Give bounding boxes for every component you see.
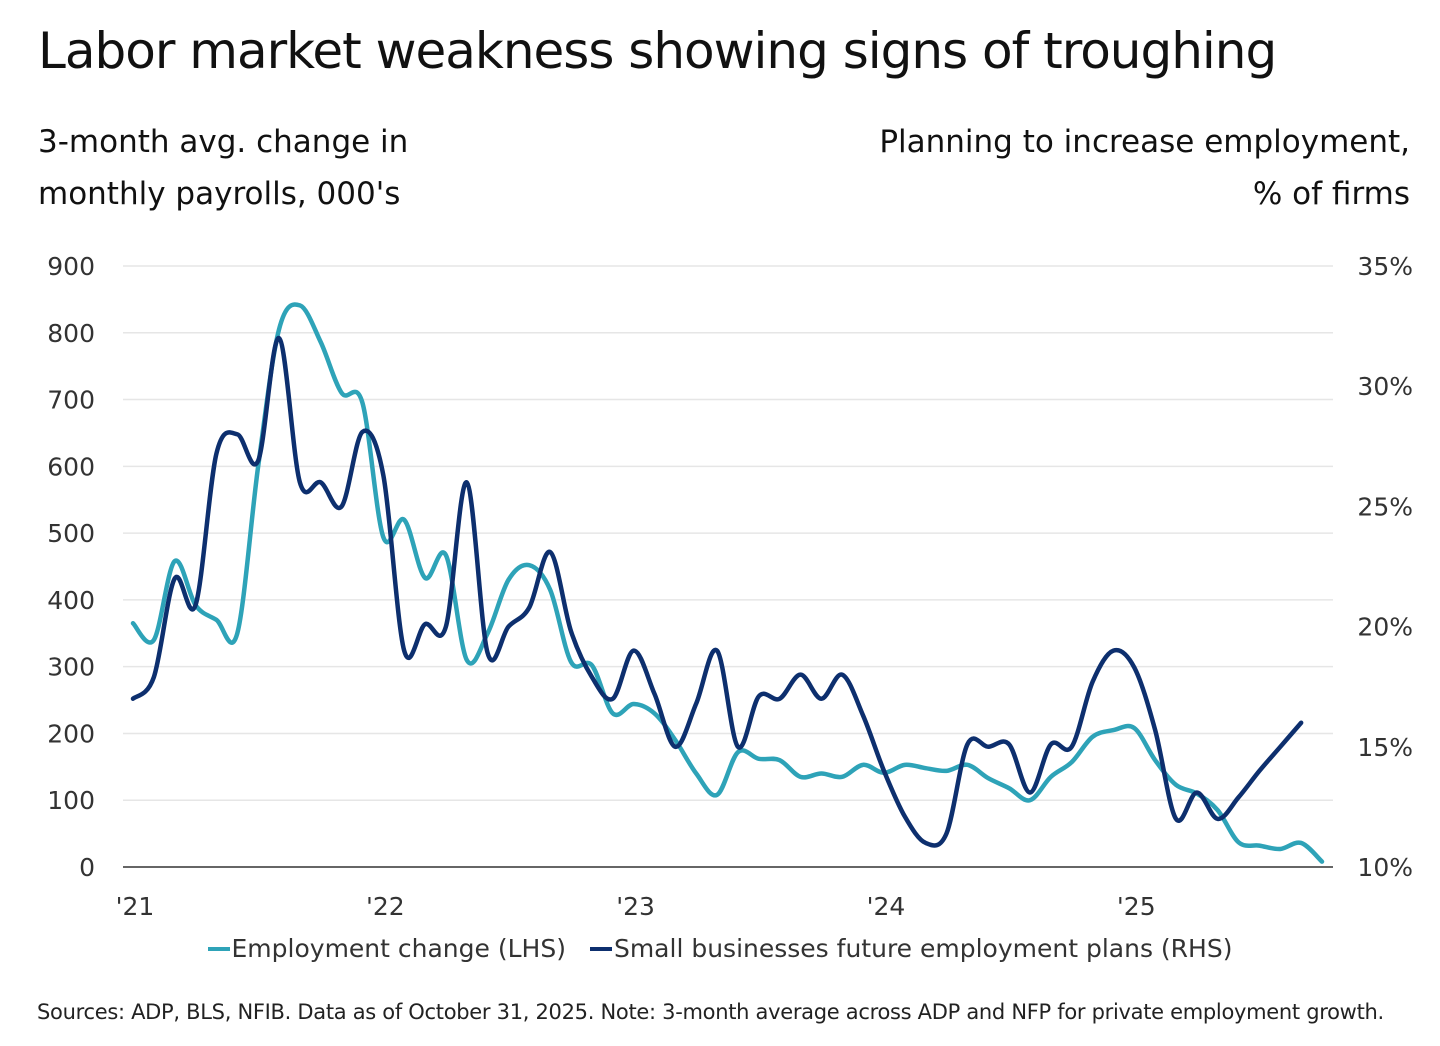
x-tick: '24 xyxy=(867,892,906,921)
y-tick-right: 15% xyxy=(1357,733,1413,762)
legend-label-small-business: Small businesses future employment plans… xyxy=(613,934,1233,963)
right-axis-label: Planning to increase employment, % of fi… xyxy=(879,124,1410,212)
legend-item-small-business: Small businesses future employment plans… xyxy=(589,934,1233,963)
y-tick-left: 0 xyxy=(79,853,95,882)
y-tick-right: 35% xyxy=(1357,252,1413,281)
y-tick-left: 200 xyxy=(47,719,95,748)
legend: Employment change (LHS) Small businesses… xyxy=(0,934,1440,963)
legend-swatch-small-business xyxy=(589,946,612,951)
y-tick-left: 700 xyxy=(47,386,95,415)
y-tick-right: 10% xyxy=(1357,853,1413,882)
y-tick-left: 400 xyxy=(47,586,95,615)
y-tick-left: 900 xyxy=(47,252,95,281)
source-note: Sources: ADP, BLS, NFIB. Data as of Octo… xyxy=(37,1000,1384,1024)
x-tick: '22 xyxy=(366,892,405,921)
series-line-small-business xyxy=(130,335,1304,848)
left-axis-label: 3-month avg. change in monthly payrolls,… xyxy=(38,124,409,212)
y-tick-left: 600 xyxy=(47,452,95,481)
legend-label-employment: Employment change (LHS) xyxy=(231,934,566,963)
y-tick-right: 20% xyxy=(1357,613,1413,642)
y-tick-right: 30% xyxy=(1357,372,1413,401)
x-tick: '25 xyxy=(1117,892,1156,921)
y-tick-left: 300 xyxy=(47,653,95,682)
y-tick-right: 25% xyxy=(1357,492,1413,521)
x-tick: '21 xyxy=(116,892,155,921)
x-tick: '23 xyxy=(616,892,655,921)
y-tick-left: 800 xyxy=(47,319,95,348)
y-tick-left: 100 xyxy=(47,786,95,815)
legend-item-employment: Employment change (LHS) xyxy=(207,934,566,963)
series-line-employment xyxy=(130,302,1325,864)
y-tick-left: 500 xyxy=(47,519,95,548)
chart-title: Labor market weakness showing signs of t… xyxy=(38,22,1277,80)
legend-swatch-employment xyxy=(207,946,230,951)
